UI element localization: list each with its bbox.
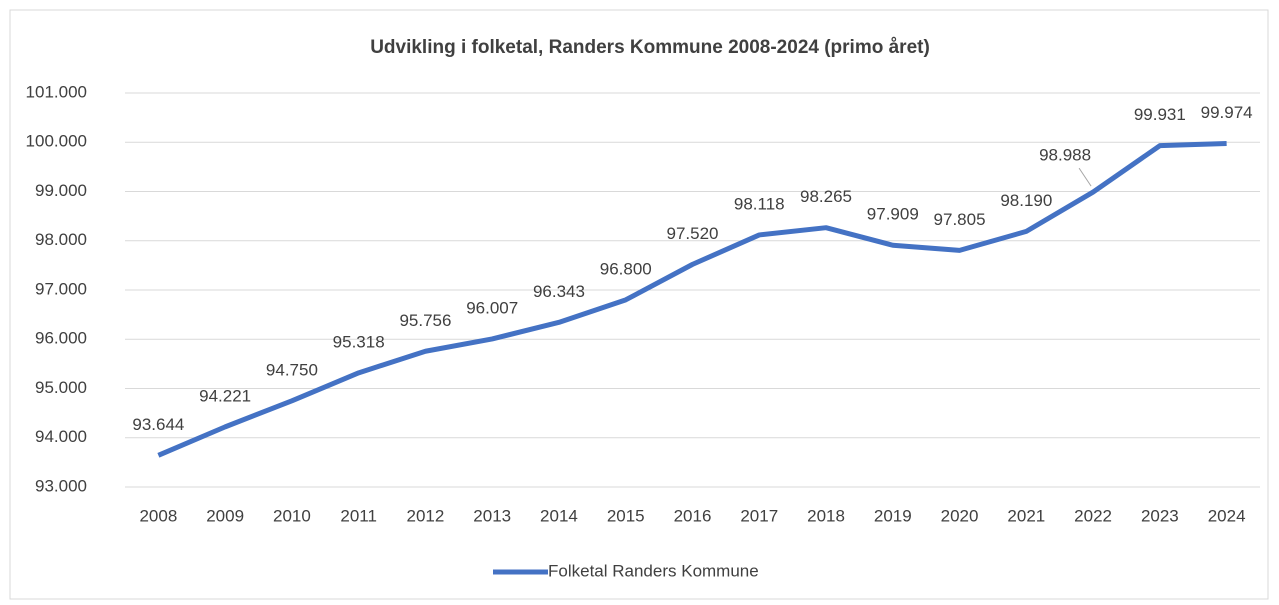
- x-tick-label: 2009: [206, 506, 244, 525]
- x-tick-label: 2014: [540, 506, 578, 525]
- x-tick-label: 2019: [874, 506, 912, 525]
- data-label: 94.221: [199, 386, 251, 405]
- y-tick-label: 97.000: [35, 279, 87, 298]
- data-label: 94.750: [266, 360, 318, 379]
- x-tick-label: 2011: [340, 506, 377, 525]
- chart-title: Udvikling i folketal, Randers Kommune 20…: [370, 37, 930, 58]
- data-label: 97.805: [934, 210, 986, 229]
- y-tick-label: 99.000: [35, 181, 87, 200]
- y-tick-label: 93.000: [35, 476, 87, 495]
- data-label: 98.118: [734, 194, 785, 213]
- x-tick-label: 2010: [273, 506, 311, 525]
- x-tick-label: 2008: [139, 506, 177, 525]
- data-label: 98.265: [800, 187, 852, 206]
- data-label: 95.756: [399, 311, 451, 330]
- data-label: 96.800: [600, 259, 652, 278]
- data-label: 99.931: [1134, 105, 1186, 124]
- data-label: 98.988: [1039, 146, 1091, 165]
- x-tick-label: 2015: [607, 506, 645, 525]
- data-label: 95.318: [333, 332, 385, 351]
- x-tick-label: 2013: [473, 506, 511, 525]
- x-tick-label: 2017: [740, 506, 778, 525]
- chart-border: [9, 9, 1269, 600]
- data-line: [157, 141, 1227, 458]
- data-label: 99.974: [1201, 103, 1253, 122]
- x-tick-label: 2023: [1141, 506, 1179, 525]
- y-tick-label: 98.000: [35, 230, 87, 249]
- legend-label: Folketal Randers Kommune: [548, 561, 759, 580]
- data-label: 97.520: [667, 224, 719, 243]
- x-tick-label: 2021: [1007, 506, 1045, 525]
- x-tick-label: 2022: [1074, 506, 1112, 525]
- y-tick-label: 101.000: [26, 82, 87, 101]
- leader-line: [1078, 167, 1092, 187]
- data-label: 97.909: [867, 205, 919, 224]
- y-tick-label: 94.000: [35, 427, 87, 446]
- y-tick-label: 96.000: [35, 329, 87, 348]
- x-tick-label: 2012: [407, 506, 445, 525]
- data-label: 96.343: [533, 282, 585, 301]
- y-tick-label: 95.000: [35, 378, 87, 397]
- data-label: 93.644: [132, 415, 184, 434]
- x-tick-label: 2020: [941, 506, 979, 525]
- x-tick-label: 2018: [807, 506, 845, 525]
- x-tick-label: 2016: [674, 506, 712, 525]
- data-label: 98.190: [1000, 191, 1052, 210]
- data-label: 96.007: [466, 298, 518, 317]
- y-tick-label: 100.000: [26, 132, 87, 151]
- x-tick-label: 2024: [1208, 506, 1246, 525]
